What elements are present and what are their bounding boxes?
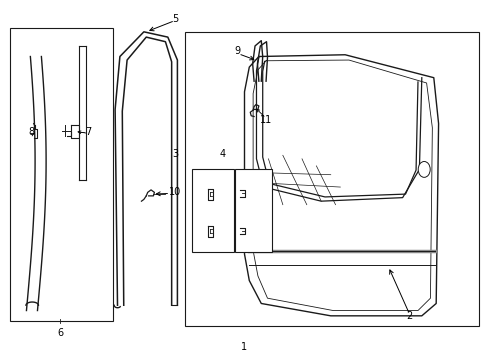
Text: 2: 2 xyxy=(406,311,412,321)
Bar xyxy=(191,170,233,252)
Text: 8: 8 xyxy=(28,127,34,138)
Text: 5: 5 xyxy=(172,14,178,24)
Bar xyxy=(234,170,272,252)
Bar xyxy=(10,28,112,321)
Text: 4: 4 xyxy=(220,149,225,158)
Bar xyxy=(184,32,478,327)
Text: 7: 7 xyxy=(85,127,92,138)
Text: 1: 1 xyxy=(241,342,247,352)
Text: 11: 11 xyxy=(260,115,272,125)
Ellipse shape xyxy=(417,162,429,177)
Text: 6: 6 xyxy=(57,328,63,338)
Text: 9: 9 xyxy=(234,46,240,56)
Text: 3: 3 xyxy=(172,149,178,158)
Text: 10: 10 xyxy=(168,187,181,197)
